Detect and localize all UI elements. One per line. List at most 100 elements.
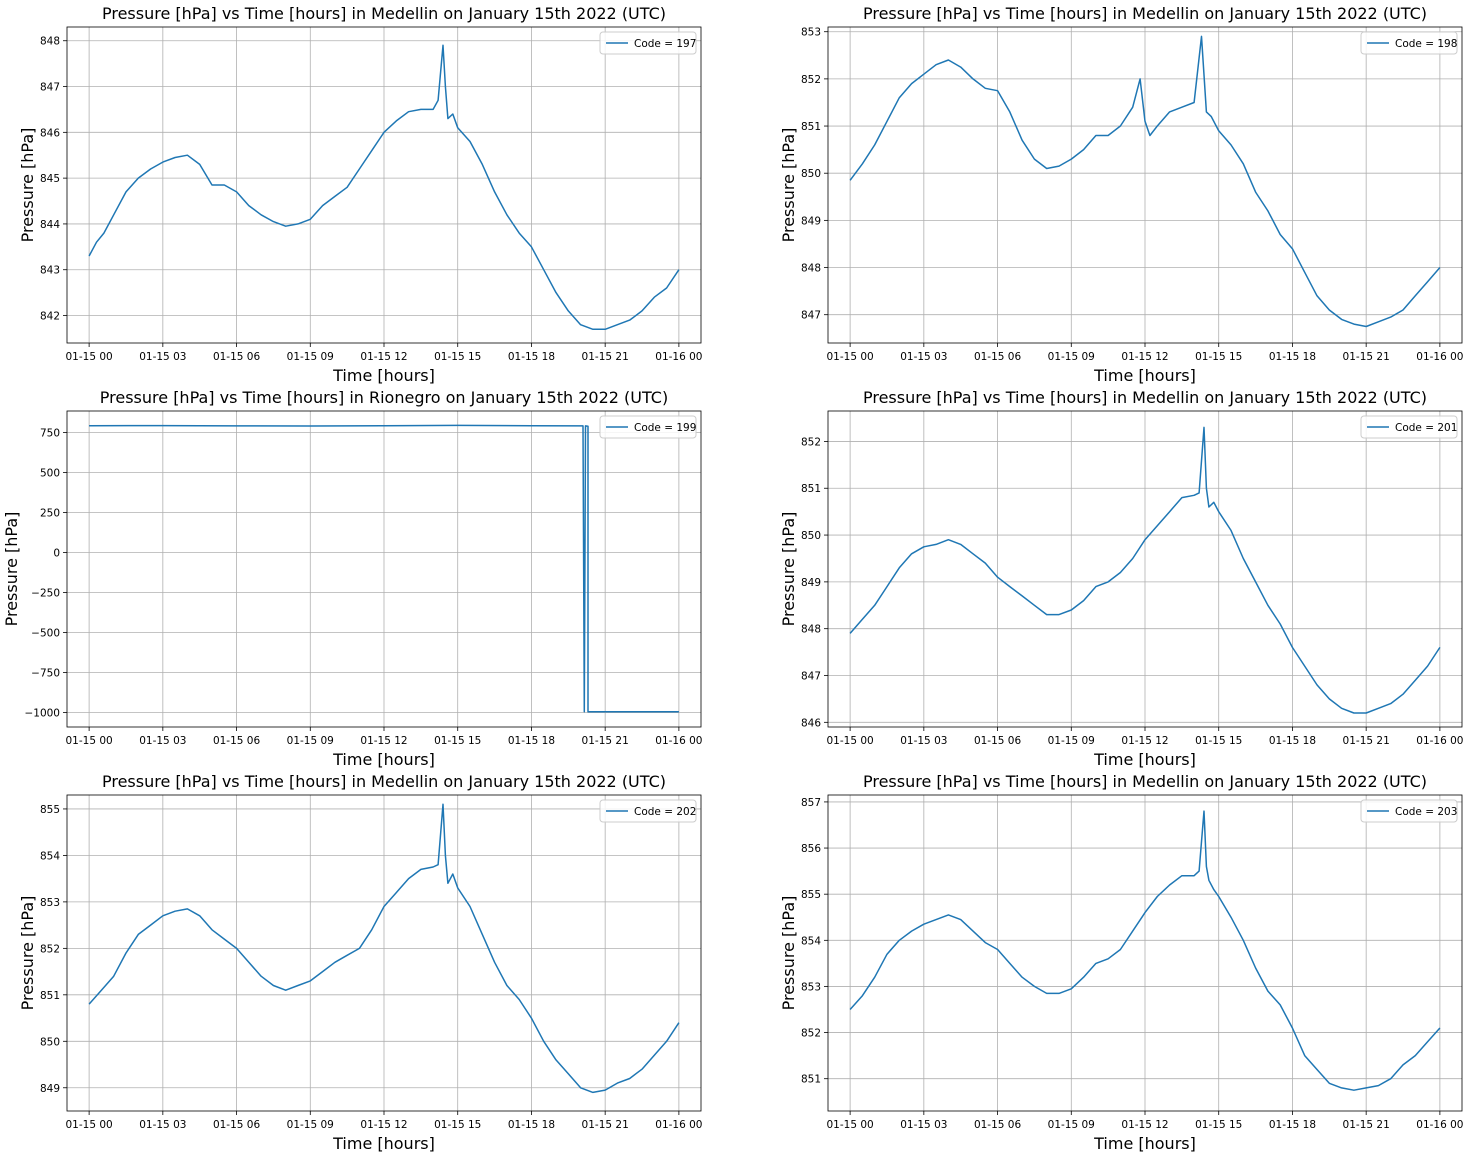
subplot-3: 01-15 00 01-15 03 01-15 06 01-15 09 01-15 12…: [2, 388, 702, 769]
series-line-1: [88, 44, 680, 331]
legend-box: [599, 799, 697, 823]
x-tick-label: 01-15 12: [360, 1119, 407, 1131]
x-tick-label: 01-15 00: [66, 1119, 113, 1131]
y-tick-label: 851: [801, 121, 821, 133]
y-tick-label: 849: [801, 215, 821, 227]
y-tick-label: 857: [801, 797, 821, 809]
y-tick-label: 250: [40, 508, 60, 520]
y-tick-label: 847: [801, 310, 821, 322]
legend-box: [1360, 31, 1458, 55]
chart-title: Pressure [hPa] vs Time [hours] in Medell…: [102, 772, 666, 791]
y-tick-label: 846: [801, 717, 821, 729]
x-tick-label: 01-15 00: [66, 735, 113, 747]
x-tick-label: 01-15 09: [287, 1119, 334, 1131]
x-tick-label: 01-15 12: [360, 735, 407, 747]
x-tick-label: 01-15 00: [827, 351, 874, 363]
subplot-2: 01-15 00 01-15 03 01-15 06 01-15 09 01-15 12…: [779, 4, 1463, 385]
legend-entry: Code = 203: [1395, 806, 1457, 818]
chart-title: Pressure [hPa] vs Time [hours] in Rioneg…: [100, 388, 668, 407]
x-tick-label: 01-15 03: [139, 1119, 186, 1131]
x-tick-label: 01-15 06: [213, 735, 261, 747]
y-tick-label: 842: [40, 311, 60, 323]
x-tick-label: 01-15 06: [974, 351, 1022, 363]
y-tick-label: 850: [40, 1036, 60, 1048]
subplot-1: 01-15 00 01-15 03 01-15 06 01-15 09 01-15 12…: [18, 4, 702, 385]
subplot-4: 01-15 00 01-15 03 01-15 06 01-15 09 01-15 12…: [779, 388, 1463, 769]
x-tick-label: 01-16 00: [655, 1119, 702, 1131]
x-tick-label: 01-15 18: [1269, 1119, 1316, 1131]
legend: Code = 203: [1360, 799, 1458, 823]
x-tick-label: 01-15 09: [287, 351, 334, 363]
y-tick-label: 852: [801, 436, 821, 448]
x-tick-label: 01-15 15: [434, 735, 481, 747]
y-tick-label: 843: [40, 265, 60, 277]
y-tick-label: 849: [40, 1083, 60, 1095]
legend-box: [1360, 415, 1458, 439]
legend-entry: Code = 201: [1395, 422, 1457, 434]
y-tick-label: 846: [40, 127, 60, 139]
y-tick-label: 856: [801, 843, 821, 855]
chart-title: Pressure [hPa] vs Time [hours] in Medell…: [102, 4, 666, 23]
x-tick-label: 01-16 00: [655, 351, 702, 363]
x-tick-label: 01-15 03: [900, 1119, 947, 1131]
x-tick-label: 01-16 00: [1416, 735, 1463, 747]
x-tick-label: 01-15 21: [582, 735, 629, 747]
x-axis-label: Time [hours]: [332, 750, 435, 769]
y-tick-label: −1000: [24, 708, 60, 720]
x-tick-label: 01-15 15: [1195, 351, 1242, 363]
y-tick-label: 855: [40, 804, 60, 816]
x-tick-label: 01-15 12: [1121, 1119, 1168, 1131]
x-tick-label: 01-15 15: [434, 1119, 481, 1131]
series-line-1: [89, 424, 679, 713]
x-axis-label: Time [hours]: [1093, 366, 1196, 385]
x-tick-label: 01-15 12: [1121, 351, 1168, 363]
y-tick-label: −750: [31, 668, 60, 680]
y-axis-label: Pressure [hPa]: [779, 128, 798, 243]
x-axis-label: Time [hours]: [1093, 1134, 1196, 1153]
x-axis-label: Time [hours]: [1093, 750, 1196, 769]
y-tick-label: 848: [801, 624, 821, 636]
x-tick-label: 01-15 06: [213, 1119, 261, 1131]
x-tick-label: 01-15 06: [974, 1119, 1022, 1131]
x-tick-label: 01-15 12: [1121, 735, 1168, 747]
y-tick-label: 853: [801, 27, 821, 39]
y-tick-label: 854: [801, 935, 821, 947]
x-tick-label: 01-15 06: [974, 735, 1022, 747]
y-tick-label: 848: [801, 263, 821, 275]
y-tick-label: 853: [801, 981, 821, 993]
y-tick-label: 853: [40, 897, 60, 909]
x-tick-label: 01-16 00: [1416, 351, 1463, 363]
y-tick-label: 0: [53, 548, 60, 560]
legend-entry: Code = 199: [634, 422, 696, 434]
y-tick-label: 852: [40, 943, 60, 955]
y-tick-label: −250: [31, 588, 60, 600]
y-tick-label: 847: [40, 82, 60, 94]
x-axis-label: Time [hours]: [332, 366, 435, 385]
y-tick-label: 849: [801, 577, 821, 589]
y-axis-label: Pressure [hPa]: [18, 896, 37, 1011]
x-tick-label: 01-15 21: [1343, 735, 1390, 747]
x-tick-label: 01-15 06: [213, 351, 261, 363]
x-tick-label: 01-16 00: [655, 735, 702, 747]
legend: Code = 202: [599, 799, 697, 823]
series-line-1: [849, 426, 1441, 714]
x-axis-label: Time [hours]: [332, 1134, 435, 1153]
y-tick-label: 850: [801, 168, 821, 180]
x-tick-label: 01-15 21: [1343, 351, 1390, 363]
x-tick-label: 01-15 15: [1195, 735, 1242, 747]
y-tick-label: 847: [801, 671, 821, 683]
y-tick-label: 500: [40, 468, 60, 480]
x-tick-label: 01-15 09: [1048, 1119, 1095, 1131]
y-tick-label: 852: [801, 1028, 821, 1040]
legend-entry: Code = 197: [634, 38, 696, 50]
y-tick-label: 855: [801, 889, 821, 901]
y-axis-label: Pressure [hPa]: [779, 896, 798, 1011]
chart-title: Pressure [hPa] vs Time [hours] in Medell…: [863, 4, 1427, 23]
x-tick-label: 01-15 21: [582, 351, 629, 363]
series-line-1: [88, 803, 680, 1094]
legend: Code = 197: [599, 31, 697, 55]
chart-title: Pressure [hPa] vs Time [hours] in Medell…: [863, 772, 1427, 791]
y-tick-label: 845: [40, 173, 60, 185]
x-tick-label: 01-15 18: [1269, 351, 1316, 363]
y-tick-label: −500: [31, 628, 60, 640]
